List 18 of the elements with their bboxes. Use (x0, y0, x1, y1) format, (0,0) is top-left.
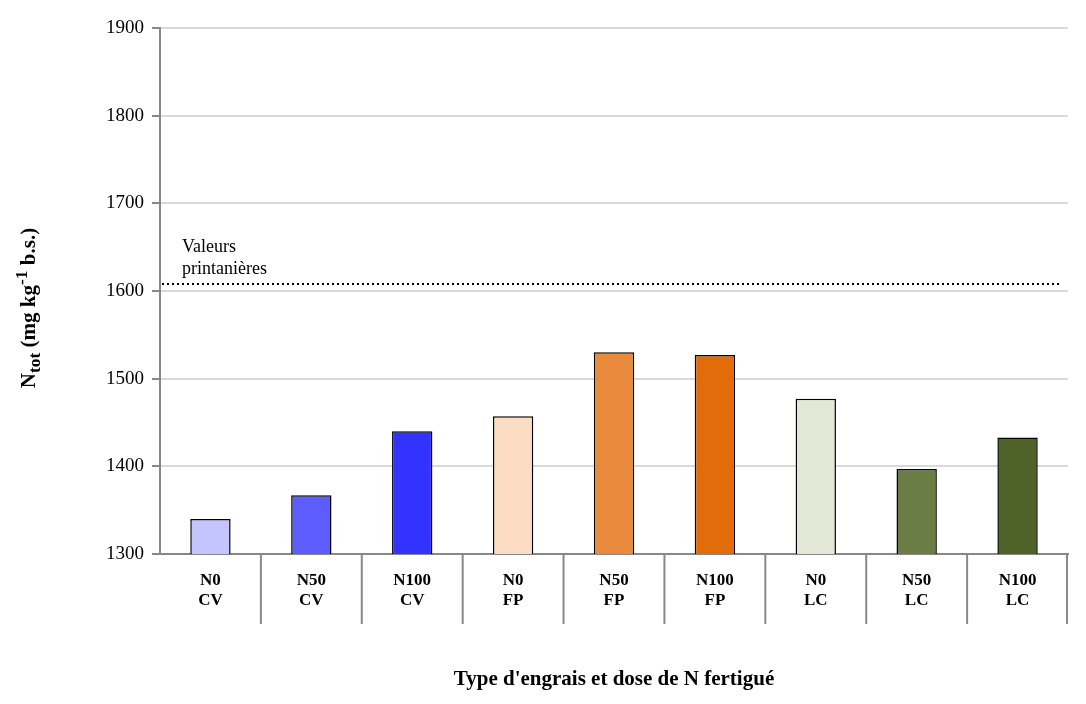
y-tick-label: 1900 (106, 15, 144, 37)
x-axis-title: Type d'engrais et dose de N fertigué (453, 665, 775, 690)
x-tick-label: N50 FP (599, 569, 629, 609)
x-tick-label: N0 FP (502, 569, 524, 609)
x-tick-label: N50 LC (902, 569, 932, 609)
x-tick-label: N0 CV (198, 569, 224, 609)
x-tick-label: N100 FP (696, 569, 734, 609)
x-tick-label: N50 CV (296, 569, 326, 609)
x-tick-label: N100 CV (393, 569, 432, 609)
x-tick-label: N0 LC (803, 569, 828, 609)
y-tick-label: 1300 (106, 541, 144, 563)
x-tick-label: N100 LC (998, 569, 1037, 609)
y-tick-label: 1500 (106, 366, 144, 388)
y-tick-label: 1400 (106, 454, 144, 476)
y-tick-label: 1800 (106, 103, 144, 125)
ref-line-label: Valeurs printanières (182, 235, 267, 278)
y-tick-label: 1700 (106, 191, 144, 213)
y-tick-label: 1600 (106, 278, 144, 300)
